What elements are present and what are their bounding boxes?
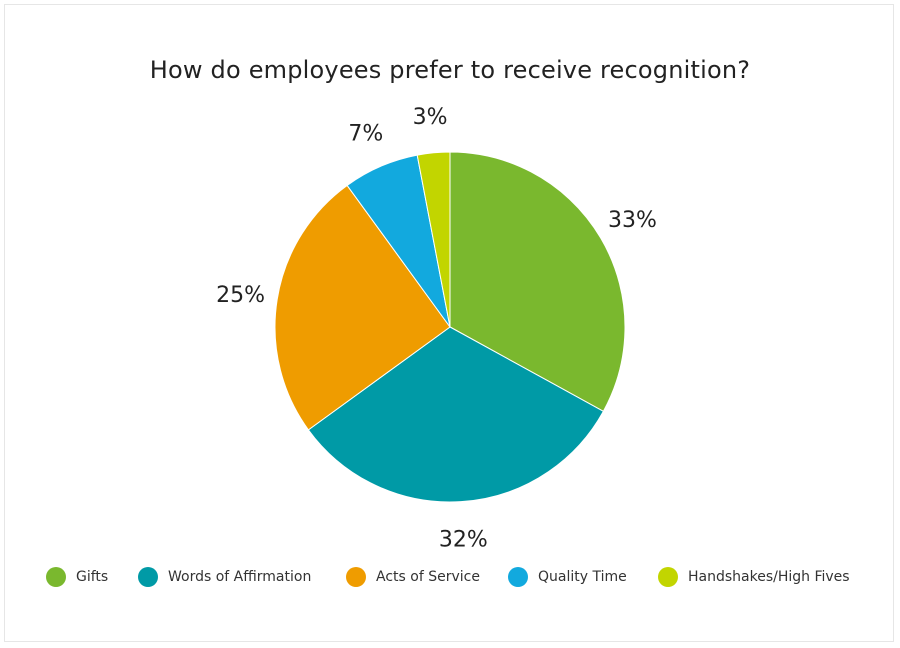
legend-item-gifts: Gifts bbox=[46, 565, 108, 589]
pie-slices bbox=[274, 151, 626, 503]
legend-label: Quality Time bbox=[538, 569, 627, 585]
pie-labels: 33% 32% 25% 7% 3% bbox=[216, 105, 657, 553]
pie-slice-acts-of-service bbox=[274, 184, 451, 431]
legend-swatch bbox=[508, 567, 528, 587]
legend-swatch bbox=[346, 567, 366, 587]
legend-label: Gifts bbox=[76, 569, 109, 585]
chart-title: How do employees prefer to receive recog… bbox=[149, 56, 751, 84]
pie-slice-words-of-affirmation bbox=[307, 326, 605, 503]
legend-item-handshakes-high-fives: Handshakes/High Fives bbox=[658, 565, 850, 589]
pie-label-handshakes-high-fives: 3% bbox=[413, 105, 448, 130]
pie-label-words-of-affirmation: 32% bbox=[439, 528, 488, 553]
legend-label: Acts of Service bbox=[376, 569, 480, 585]
legend-item-words-of-affirmation: Words of Affirmation bbox=[138, 565, 311, 589]
chart-legend: Gifts Words of Affirmation Acts of Service… bbox=[0, 565, 900, 589]
legend-item-acts-of-service: Acts of Service bbox=[346, 565, 480, 589]
pie-label-gifts: 33% bbox=[608, 208, 657, 233]
pie-label-quality-time: 7% bbox=[348, 121, 383, 146]
legend-label: Words of Affirmation bbox=[168, 569, 312, 585]
legend-item-quality-time: Quality Time bbox=[508, 565, 627, 589]
legend-label: Handshakes/High Fives bbox=[688, 569, 850, 585]
pie-slice-handshakes-high-fives bbox=[416, 151, 451, 328]
legend-swatch bbox=[138, 567, 158, 587]
legend-swatch bbox=[46, 567, 66, 587]
pie-label-acts-of-service: 25% bbox=[216, 283, 265, 308]
pie-slice-gifts bbox=[449, 151, 626, 412]
legend-swatch bbox=[658, 567, 678, 587]
